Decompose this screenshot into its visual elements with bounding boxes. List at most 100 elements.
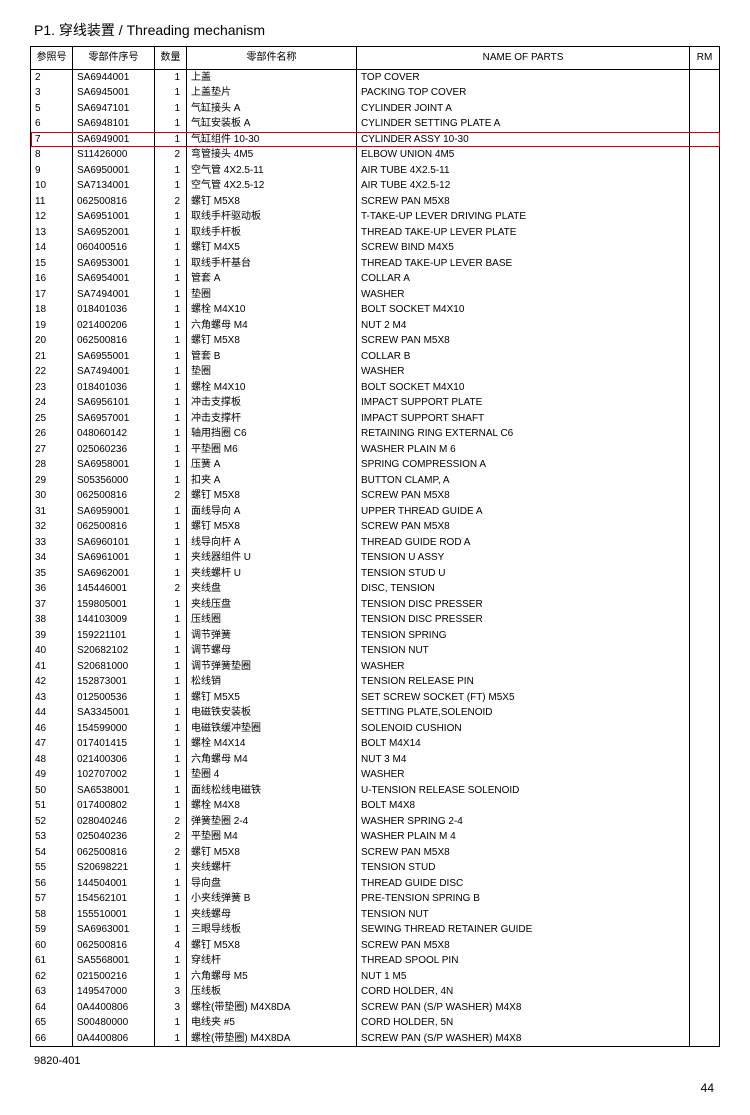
cell-rm [690, 395, 720, 411]
cell-en: UPPER THREAD GUIDE A [357, 504, 690, 520]
cell-ref: 12 [31, 209, 73, 225]
table-row: 8S114260002弯管接头 4M5ELBOW UNION 4M5 [31, 147, 720, 163]
cell-cn: 压线圈 [187, 612, 357, 628]
cell-en: SOLENOID CUSHION [357, 721, 690, 737]
cell-rm [690, 473, 720, 489]
cell-part: 021400206 [73, 318, 155, 334]
cell-cn: 导向盘 [187, 876, 357, 892]
cell-part: 012500536 [73, 690, 155, 706]
table-row: 581555100011夹线螺母TENSION NUT [31, 907, 720, 923]
cell-en: CYLINDER JOINT A [357, 101, 690, 117]
table-row: 200625008161螺钉 M5X8SCREW PAN M5X8 [31, 333, 720, 349]
cell-qty: 1 [155, 101, 187, 117]
cell-ref: 26 [31, 426, 73, 442]
cell-cn: 夹线螺杆 [187, 860, 357, 876]
cell-ref: 58 [31, 907, 73, 923]
cell-en: SETTING PLATE,SOLENOID [357, 705, 690, 721]
cell-part: S05356000 [73, 473, 155, 489]
cell-rm [690, 783, 720, 799]
cell-rm [690, 411, 720, 427]
cell-qty: 2 [155, 488, 187, 504]
cell-cn: 压线板 [187, 984, 357, 1000]
cell-ref: 29 [31, 473, 73, 489]
cell-qty: 2 [155, 829, 187, 845]
cell-cn: 六角螺母 M4 [187, 318, 357, 334]
cell-qty: 1 [155, 860, 187, 876]
table-row: 5SA69471011气缸接头 ACYLINDER JOINT A [31, 101, 720, 117]
cell-part: SA7494001 [73, 364, 155, 380]
cell-rm [690, 69, 720, 85]
table-row: 2SA69440011上盖TOP COVER [31, 69, 720, 85]
cell-ref: 56 [31, 876, 73, 892]
cell-qty: 2 [155, 194, 187, 210]
cell-ref: 48 [31, 752, 73, 768]
table-row: 510174008021螺栓 M4X8BOLT M4X8 [31, 798, 720, 814]
cell-qty: 1 [155, 442, 187, 458]
table-row: 7SA69490011气缸组件 10-30CYLINDER ASSY 10-30 [31, 132, 720, 148]
table-row: 65S004800001电线夹 #5CORD HOLDER, 5N [31, 1015, 720, 1031]
cell-cn: 夹线压盘 [187, 597, 357, 613]
page-number: 44 [30, 1081, 720, 1095]
cell-qty: 1 [155, 566, 187, 582]
cell-part: 062500816 [73, 938, 155, 954]
cell-qty: 1 [155, 364, 187, 380]
cell-part: 062500816 [73, 333, 155, 349]
cell-part: S00480000 [73, 1015, 155, 1031]
table-row: 12SA69510011取线手杆驱动板T-TAKE-UP LEVER DRIVI… [31, 209, 720, 225]
table-row: 180184010361螺栓 M4X10BOLT SOCKET M4X10 [31, 302, 720, 318]
cell-part: 0A4400806 [73, 1031, 155, 1047]
cell-rm [690, 519, 720, 535]
cell-part: SA6959001 [73, 504, 155, 520]
cell-cn: 螺钉 M4X5 [187, 240, 357, 256]
cell-ref: 54 [31, 845, 73, 861]
cell-qty: 1 [155, 736, 187, 752]
cell-ref: 46 [31, 721, 73, 737]
cell-part: 152873001 [73, 674, 155, 690]
cell-rm [690, 581, 720, 597]
cell-ref: 18 [31, 302, 73, 318]
cell-ref: 23 [31, 380, 73, 396]
cell-en: TENSION DISC PRESSER [357, 597, 690, 613]
table-row: 540625008162螺钉 M5X8SCREW PAN M5X8 [31, 845, 720, 861]
cell-qty: 1 [155, 240, 187, 256]
cell-en: TENSION RELEASE PIN [357, 674, 690, 690]
cell-rm [690, 566, 720, 582]
table-row: 421528730011松线销TENSION RELEASE PIN [31, 674, 720, 690]
cell-rm [690, 504, 720, 520]
cell-cn: 冲击支撑杆 [187, 411, 357, 427]
cell-en: SCREW PAN (S/P WASHER) M4X8 [357, 1031, 690, 1047]
cell-rm [690, 798, 720, 814]
cell-ref: 50 [31, 783, 73, 799]
cell-qty: 1 [155, 907, 187, 923]
cell-en: WASHER PLAIN M 4 [357, 829, 690, 845]
cell-qty: 4 [155, 938, 187, 954]
header-part: 零部件序号 [73, 47, 155, 70]
cell-rm [690, 318, 720, 334]
cell-en: NUT 2 M4 [357, 318, 690, 334]
cell-cn: 六角螺母 M4 [187, 752, 357, 768]
cell-en: BOLT SOCKET M4X10 [357, 302, 690, 318]
cell-ref: 32 [31, 519, 73, 535]
cell-cn: 螺钉 M5X8 [187, 519, 357, 535]
cell-part: SA6951001 [73, 209, 155, 225]
cell-qty: 1 [155, 767, 187, 783]
cell-en: TENSION STUD [357, 860, 690, 876]
cell-ref: 47 [31, 736, 73, 752]
cell-rm [690, 426, 720, 442]
cell-rm [690, 891, 720, 907]
table-row: 300625008162螺钉 M5X8SCREW PAN M5X8 [31, 488, 720, 504]
table-row: 660A44008061螺栓(带垫圈) M4X8DASCREW PAN (S/P… [31, 1031, 720, 1047]
table-row: 230184010361螺栓 M4X10BOLT SOCKET M4X10 [31, 380, 720, 396]
cell-ref: 51 [31, 798, 73, 814]
cell-en: PRE-TENSION SPRING B [357, 891, 690, 907]
cell-rm [690, 442, 720, 458]
cell-en: BOLT M4X14 [357, 736, 690, 752]
cell-en: TENSION SPRING [357, 628, 690, 644]
cell-qty: 1 [155, 209, 187, 225]
cell-part: 144504001 [73, 876, 155, 892]
footer-code: 9820-401 [30, 1055, 720, 1067]
cell-ref: 42 [31, 674, 73, 690]
cell-cn: 夹线器组件 U [187, 550, 357, 566]
cell-part: SA6949001 [73, 132, 155, 148]
cell-qty: 1 [155, 783, 187, 799]
